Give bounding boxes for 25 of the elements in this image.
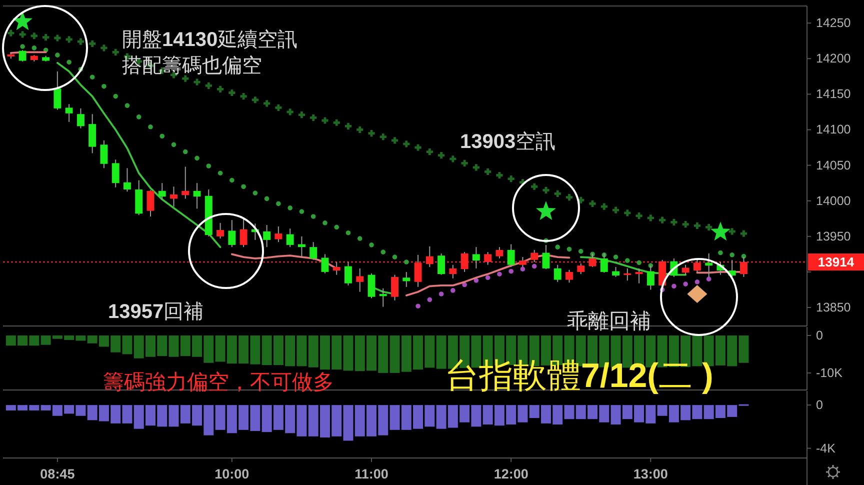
y-tick-label: 0 <box>816 398 823 412</box>
x-tick-label: 13:00 <box>633 466 668 482</box>
annotation: 搭配籌碼也偏空 <box>122 55 262 77</box>
y-tick-label: -10K <box>816 366 844 380</box>
y-tick-label: 13950 <box>816 229 851 244</box>
y-tick-label: 14200 <box>816 52 851 66</box>
y-tick-label: -4K <box>816 441 836 456</box>
annotation: 台指軟體7/12(二 ) <box>445 357 714 395</box>
y-tick-label: 14150 <box>816 87 851 102</box>
y-tick-label: 0 <box>816 328 823 342</box>
annotation: 乖離回補 <box>567 310 651 333</box>
x-tick-label: 08:45 <box>40 466 76 482</box>
annotation: 13957回補 <box>108 301 204 323</box>
x-tick-label: 11:00 <box>354 466 388 482</box>
y-tick-label: 14100 <box>816 122 851 137</box>
annotation: 籌碼強力偏空，不可做多 <box>103 371 334 394</box>
y-tick-label: 14250 <box>816 16 851 30</box>
ref-line-label: 13914 <box>818 254 855 270</box>
y-tick-label: 13850 <box>816 300 851 315</box>
y-tick-label: 14050 <box>816 158 851 172</box>
y-tick-label: 14000 <box>816 194 851 208</box>
x-tick-label: 12:00 <box>494 466 528 482</box>
annotation: 13903空訊 <box>460 131 556 153</box>
x-tick-label: 10:00 <box>214 466 250 482</box>
annotation: 開盤14130延續空訊 <box>122 29 298 51</box>
